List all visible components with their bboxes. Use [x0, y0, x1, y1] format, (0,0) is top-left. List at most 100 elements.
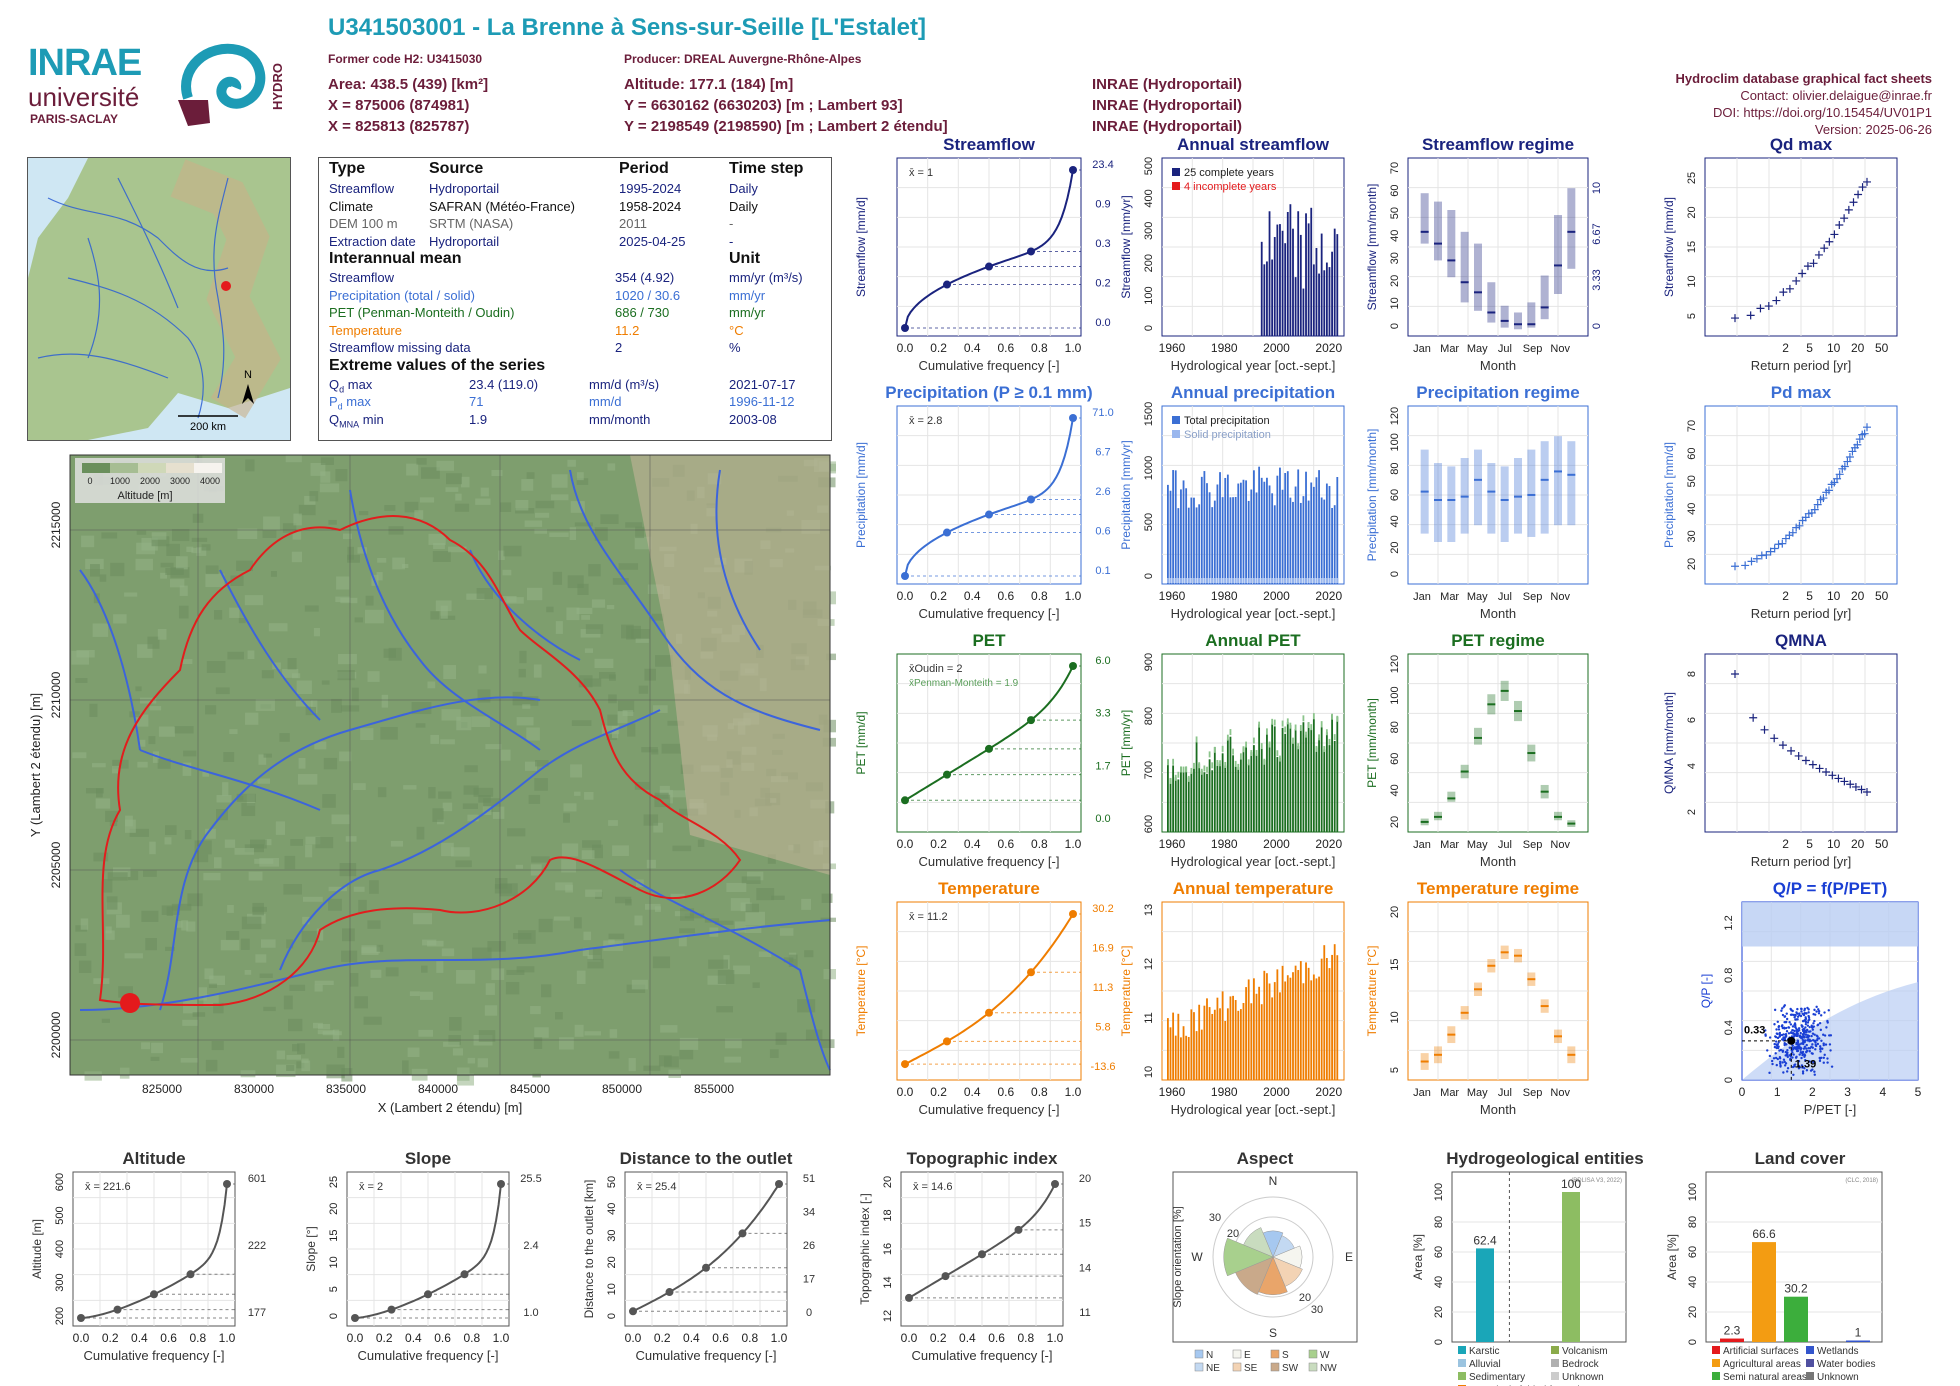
terrain-patch — [147, 636, 160, 649]
solid-bar — [1200, 578, 1203, 583]
terrain-patch — [118, 986, 133, 998]
annual-bar — [1200, 770, 1203, 832]
y-tick: 13 — [1143, 904, 1155, 916]
terrain-patch — [708, 959, 728, 969]
terrain-patch — [302, 916, 310, 925]
x-tick: 2000 — [1263, 1085, 1290, 1099]
chart-title: Aspect — [1237, 1149, 1294, 1168]
qp-point — [1812, 1060, 1815, 1063]
terrain-patch — [186, 921, 196, 932]
legend-entry: Karstic — [1469, 1346, 1500, 1357]
solid-bar — [1198, 578, 1201, 583]
return-point — [1749, 713, 1758, 722]
terrain-patch — [502, 569, 512, 576]
terrain-patch — [546, 606, 554, 613]
annual-bar — [1216, 762, 1219, 832]
qp-point — [1822, 1056, 1825, 1059]
solid-bar — [1292, 578, 1294, 583]
doi[interactable]: DOI: https://doi.org/10.15454/UV01P1 — [1713, 105, 1932, 120]
annual-bar-alt — [1328, 738, 1331, 745]
terrain-patch — [419, 991, 433, 1000]
annual-bar — [1328, 486, 1331, 584]
annual-bar — [1294, 728, 1297, 832]
mean-value: 354 (4.92) — [615, 270, 675, 285]
terrain-patch — [427, 940, 444, 947]
y-label: Topographic index [-] — [858, 1193, 872, 1304]
terrain-patch — [179, 585, 188, 596]
annual-bar — [1247, 979, 1250, 1080]
terrain-patch — [209, 975, 226, 985]
solid-bar — [1174, 578, 1177, 583]
terrain-patch — [191, 547, 201, 554]
legend-swatch — [1232, 1349, 1242, 1359]
terrain-patch — [570, 764, 583, 778]
annual-bar-alt — [1294, 724, 1297, 731]
y-tick: 0 — [1389, 323, 1401, 329]
annual-bar-alt — [1242, 746, 1245, 753]
annual-bar — [1206, 483, 1208, 584]
y-tick: 15 — [1389, 959, 1401, 971]
mean-value: 1020 / 30.6 — [615, 287, 681, 303]
legend-entry: Agricultural areas — [1723, 1359, 1801, 1370]
annual-bar — [1263, 970, 1266, 1080]
terrain-patch — [259, 973, 273, 978]
legend-swatch — [1458, 1346, 1466, 1354]
x-tick: 0.8 — [1017, 1331, 1034, 1345]
solid-bar — [1221, 578, 1224, 583]
solid-bar — [1232, 578, 1234, 583]
x-tick: 20 — [1851, 341, 1865, 355]
terrain-patch — [101, 532, 118, 539]
terrain-patch — [576, 478, 589, 485]
qp-point — [1816, 1035, 1819, 1038]
terrain-patch — [635, 526, 645, 539]
contact[interactable]: Contact: olivier.delaigue@inrae.fr — [1740, 88, 1932, 103]
annual-bar — [1182, 1026, 1185, 1080]
terrain-patch — [500, 502, 512, 512]
terrain-patch — [566, 607, 580, 621]
area-line: Area: 438.5 (439) [km²] — [328, 76, 489, 93]
terrain-patch — [338, 653, 357, 665]
terrain-patch — [358, 511, 369, 516]
terrain-patch — [337, 1046, 345, 1058]
qp-point — [1804, 1022, 1808, 1026]
terrain-patch — [297, 1043, 306, 1055]
qp-point — [1801, 1053, 1804, 1057]
annual-bar-alt — [1187, 775, 1190, 782]
annual-bar — [1318, 737, 1320, 832]
return-point — [1853, 440, 1862, 449]
y-tick: 8 — [1686, 671, 1698, 677]
terrain-patch — [193, 854, 209, 863]
terrain-patch — [679, 1049, 694, 1060]
qp-point — [1802, 1042, 1805, 1046]
annual-bar-alt — [1167, 759, 1169, 766]
y-label: Distance to the outlet [km] — [582, 1180, 596, 1319]
x-tick: Mar — [1440, 1087, 1459, 1099]
annual-bar — [1255, 993, 1258, 1080]
terrain-patch — [255, 954, 267, 963]
annual-bar-alt — [1263, 758, 1266, 765]
terrain-patch — [364, 609, 384, 624]
y-tick: 20 — [328, 1203, 340, 1215]
y-tick: 10 — [1389, 297, 1401, 309]
annual-bar — [1172, 470, 1175, 584]
annual-bar-alt — [1213, 746, 1216, 753]
terrain-patch — [441, 709, 461, 721]
annual-bar-alt — [1206, 766, 1208, 773]
annual-bar — [1289, 204, 1292, 336]
terrain-patch — [284, 855, 296, 870]
source-3: INRAE (Hydroportail) — [1092, 118, 1242, 135]
qp-point — [1811, 1032, 1815, 1035]
solid-bar — [1299, 578, 1302, 583]
x-tick: 1.0 — [771, 1331, 788, 1345]
annual-bar — [1226, 474, 1229, 584]
info-period: 1995-2024 — [619, 181, 682, 196]
terrain-patch — [561, 859, 577, 873]
terrain-patch — [262, 530, 277, 538]
qp-point — [1771, 1062, 1774, 1066]
annual-bar — [1294, 486, 1297, 584]
terrain-patch — [81, 535, 95, 548]
terrain-patch — [164, 825, 177, 835]
qp-point — [1766, 1049, 1769, 1052]
